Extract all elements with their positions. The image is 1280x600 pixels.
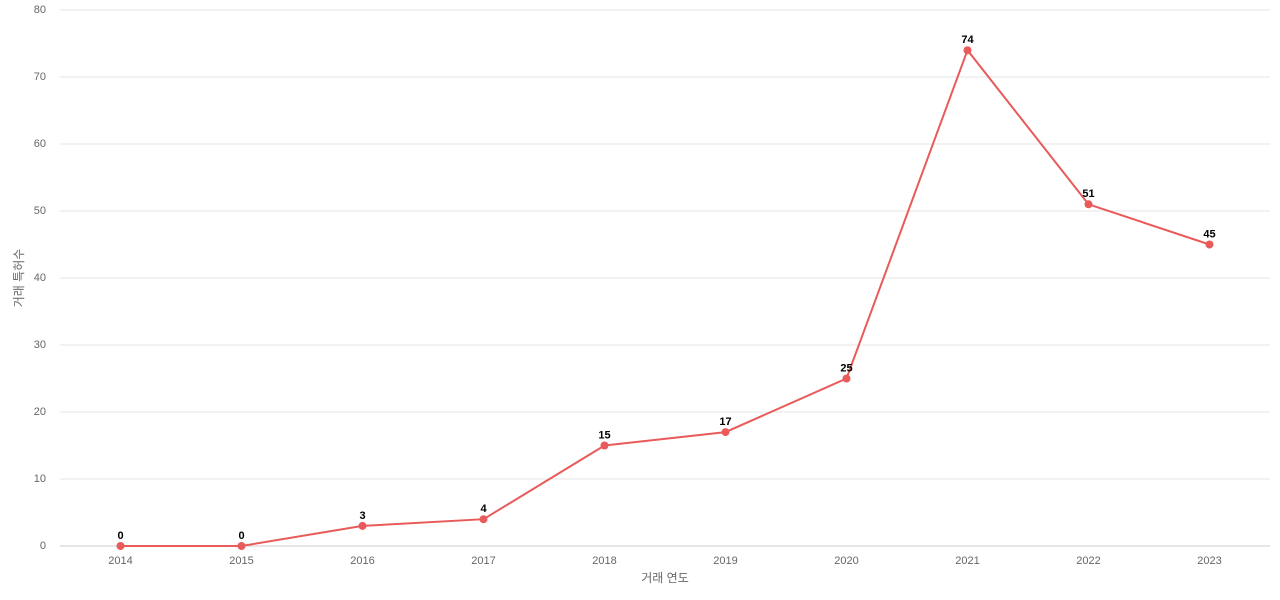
point: [479, 515, 488, 524]
value-label: 74: [961, 34, 974, 46]
x-tick-label: 2023: [1197, 555, 1221, 567]
value-label: 3: [359, 510, 365, 522]
y-tick-label: 50: [34, 205, 46, 217]
x-tick-label: 2021: [955, 555, 979, 567]
x-tick-label: 2015: [229, 555, 253, 567]
y-axis-title: 거래 특허수: [12, 249, 26, 308]
point: [237, 542, 246, 550]
x-tick-label: 2018: [592, 555, 616, 567]
value-label: 4: [480, 503, 487, 515]
value-label: 51: [1082, 188, 1094, 200]
point: [116, 542, 125, 550]
value-label: 45: [1203, 228, 1215, 240]
point: [1084, 200, 1093, 209]
x-tick-label: 2014: [108, 555, 132, 567]
y-tick-label: 60: [34, 138, 46, 150]
point: [358, 521, 367, 530]
x-tick-label: 2020: [834, 555, 858, 567]
value-label: 17: [719, 416, 731, 428]
point: [721, 428, 730, 437]
point: [842, 374, 851, 383]
y-tick-label: 70: [34, 71, 46, 83]
x-tick-label: 2019: [713, 555, 737, 567]
point: [1205, 240, 1214, 249]
value-label: 25: [840, 362, 852, 374]
y-tick-label: 40: [34, 272, 46, 284]
x-tick-label: 2016: [350, 555, 374, 567]
value-label: 0: [238, 530, 244, 542]
value-label: 15: [598, 429, 610, 441]
y-tick-label: 0: [40, 540, 46, 552]
y-tick-label: 20: [34, 406, 46, 418]
y-tick-label: 30: [34, 339, 46, 351]
x-tick-label: 2017: [471, 555, 495, 567]
value-label: 0: [117, 530, 123, 542]
y-tick-label: 10: [34, 473, 46, 485]
y-tick-label: 80: [34, 4, 46, 16]
point: [600, 441, 609, 450]
x-tick-label: 2022: [1076, 555, 1100, 567]
line: [120, 48, 1210, 547]
point: [963, 46, 972, 55]
x-axis-title: 거래 연도: [641, 571, 689, 585]
